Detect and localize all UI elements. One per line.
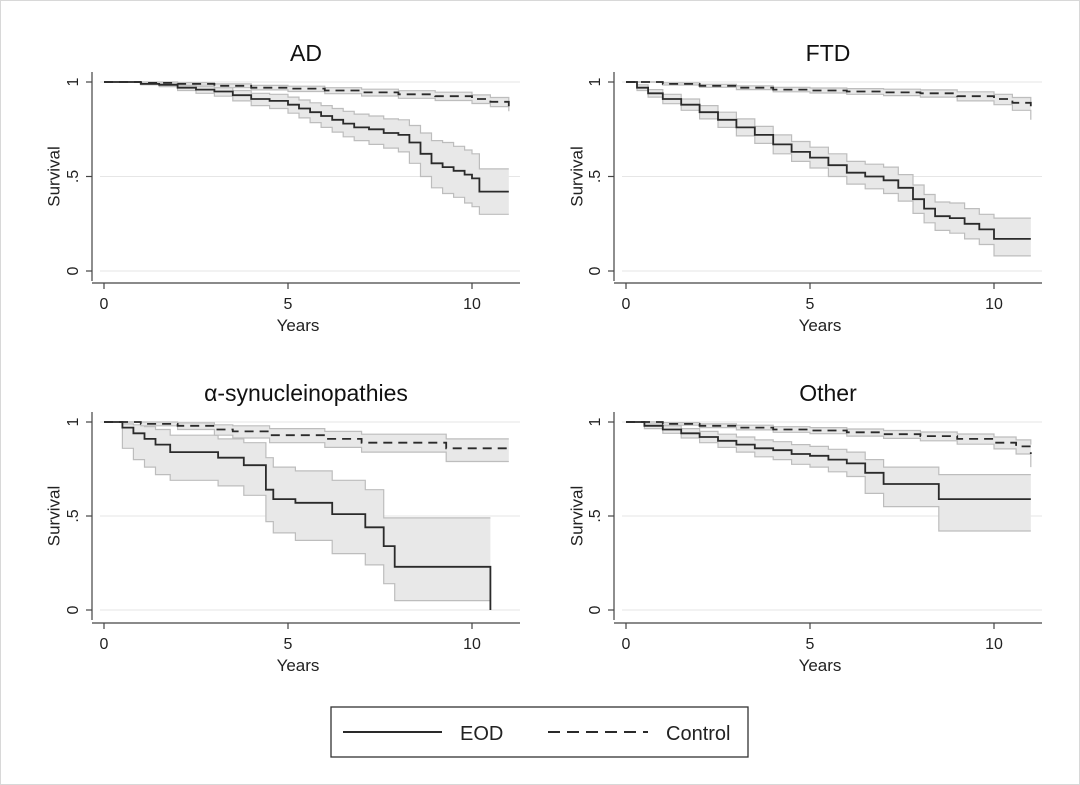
series-line-control (626, 81, 1032, 111)
x-tick-label: 10 (463, 636, 481, 653)
series-line-eod (104, 421, 492, 610)
y-tick-label: .5 (587, 509, 604, 522)
ci-band-control (104, 82, 509, 112)
y-tick-label: 1 (65, 77, 82, 86)
y-tick-label: 0 (587, 605, 604, 614)
x-tick-label: 0 (622, 296, 631, 313)
x-tick-label: 0 (100, 296, 109, 313)
legend-label-control: Control (666, 723, 730, 745)
y-axis-label: Survival (44, 486, 63, 546)
y-axis-label: Survival (44, 146, 63, 206)
y-tick-label: .5 (587, 170, 604, 183)
ci-lower-eod (104, 421, 491, 602)
x-tick-label: 10 (463, 296, 481, 313)
ci-lower-eod (104, 81, 509, 215)
ci-lower-eod (626, 81, 1031, 257)
panel-title: α-synucleinopathies (204, 380, 408, 406)
x-tick-label: 5 (284, 296, 293, 313)
x-tick-label: 10 (985, 636, 1003, 653)
series-line-control (626, 421, 1032, 454)
x-axis-label: Years (277, 316, 320, 335)
panel-title: AD (290, 40, 322, 66)
panel-title: Other (799, 380, 857, 406)
series-line-eod (104, 81, 509, 193)
y-tick-label: 1 (587, 417, 604, 426)
panel-title: FTD (806, 40, 851, 66)
ci-band-eod (104, 422, 491, 601)
ci-upper-eod (104, 81, 509, 170)
y-tick-label: .5 (65, 509, 82, 522)
series-line-control (104, 81, 510, 107)
series-line-control (104, 421, 509, 450)
x-axis-label: Years (799, 316, 842, 335)
x-axis-label: Years (799, 656, 842, 675)
y-tick-label: 0 (65, 605, 82, 614)
ci-band-control (626, 82, 1031, 120)
ci-upper-eod (626, 421, 1031, 476)
y-tick-label: 1 (587, 77, 604, 86)
x-tick-label: 5 (284, 636, 293, 653)
series-line-eod (626, 421, 1031, 500)
series-line-eod (626, 81, 1031, 240)
x-axis-label: Years (277, 656, 320, 675)
ci-lower-control (626, 81, 1032, 120)
y-tick-label: 0 (587, 266, 604, 275)
y-axis-label: Survival (567, 486, 586, 546)
ci-lower-control (626, 421, 1032, 468)
x-tick-label: 10 (985, 296, 1003, 313)
ci-upper-control (104, 81, 510, 102)
legend: EOD Control (330, 706, 749, 758)
ci-upper-control (104, 421, 509, 440)
x-tick-label: 0 (622, 636, 631, 653)
ci-band-eod (626, 422, 1031, 531)
y-tick-label: 1 (65, 417, 82, 426)
x-tick-label: 0 (100, 636, 109, 653)
x-tick-label: 5 (806, 636, 815, 653)
legend-label-eod: EOD (460, 723, 503, 745)
x-tick-label: 5 (806, 296, 815, 313)
ci-band-eod (104, 82, 509, 215)
y-tick-label: 0 (65, 266, 82, 275)
ci-band-control (626, 422, 1031, 468)
y-axis-label: Survival (567, 146, 586, 206)
y-tick-label: .5 (65, 170, 82, 183)
